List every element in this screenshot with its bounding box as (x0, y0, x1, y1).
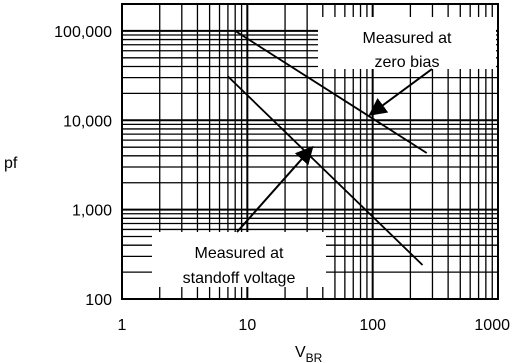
y-tick-label: 10,000 (63, 113, 112, 130)
annotation-arrow-standoff (236, 145, 314, 233)
y-tick-label: 100 (85, 292, 112, 309)
x-tick-label: 10 (238, 317, 256, 334)
x-axis-label-main: V (295, 344, 306, 361)
series-layer (227, 30, 428, 266)
tick-labels: 1 10 100 1000 100 1,000 10,000 100,000 (54, 24, 510, 334)
y-tick-label: 100,000 (54, 24, 112, 41)
x-tick-label: 1 (118, 317, 127, 334)
series-line-standoff (227, 75, 424, 266)
annotation-layer: Measured at zero bias Measured at standoff … (152, 17, 496, 287)
annotation-text-standoff: standoff voltage (183, 270, 296, 287)
annotation-box-zero-bias (318, 17, 496, 69)
series-line-zero-bias (234, 30, 428, 154)
grid (121, 3, 498, 300)
annotation-text-zero-bias: Measured at (363, 30, 452, 47)
annotation-text-zero-bias: zero bias (375, 54, 440, 71)
x-tick-label: 100 (359, 317, 386, 334)
x-tick-label: 1000 (474, 317, 510, 334)
annotation-arrow-zero-bias (368, 68, 433, 116)
y-tick-label: 1,000 (72, 203, 112, 220)
x-axis-label-subscript: BR (306, 351, 323, 363)
annotation-text-standoff: Measured at (195, 245, 284, 262)
y-axis-label: pf (4, 155, 18, 172)
x-axis-label: VBR (295, 344, 323, 363)
annotation-box-standoff (152, 232, 326, 287)
plot-frame (121, 3, 499, 300)
